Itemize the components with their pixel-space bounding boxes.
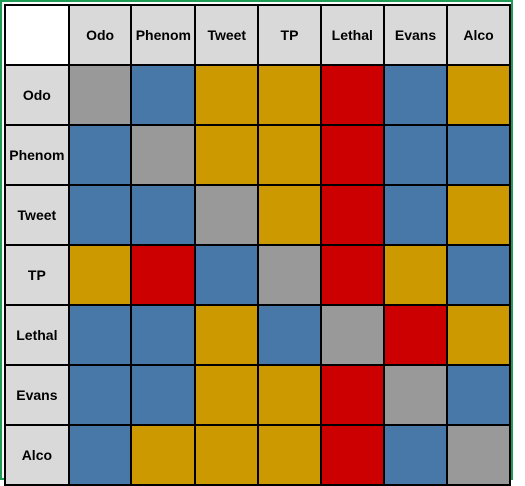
matrix-cell-red <box>382 304 449 366</box>
matrix-cell-gray <box>257 244 322 306</box>
matrix-cell-gold <box>257 184 322 246</box>
matrix-cell-gold <box>194 424 260 486</box>
matrix-cell-red <box>319 424 385 486</box>
matrix-cell-blue <box>382 424 449 486</box>
table-row: Lethal <box>4 304 511 366</box>
matrix-frame: Odo Phenom Tweet TP Lethal Evans Alco Od… <box>0 0 513 486</box>
column-header: Evans <box>382 4 449 66</box>
row-header: Evans <box>4 364 70 426</box>
table-row: Alco <box>4 424 511 486</box>
matrix-cell-blue <box>67 424 133 486</box>
matrix-cell-gold <box>194 124 260 186</box>
column-header: Alco <box>446 4 511 66</box>
matrix-cell-gold <box>257 124 322 186</box>
matrix-cell-blue <box>130 364 197 426</box>
matrix-cell-red <box>319 244 385 306</box>
row-header: Tweet <box>4 184 70 246</box>
matrix-cell-gold <box>257 64 322 126</box>
column-header: Phenom <box>130 4 197 66</box>
matrix-cell-gold <box>382 244 449 306</box>
row-header: Alco <box>4 424 70 486</box>
matrix-cell-gray <box>446 424 511 486</box>
matrix-cell-blue <box>67 364 133 426</box>
matrix-cell-gray <box>130 124 197 186</box>
matrix-cell-gold <box>194 364 260 426</box>
matrix-cell-blue <box>257 304 322 366</box>
row-header: Lethal <box>4 304 70 366</box>
matrix-cell-gold <box>130 424 197 486</box>
matrix-cell-blue <box>67 304 133 366</box>
matrix-cell-blue <box>382 124 449 186</box>
corner-cell <box>4 4 70 66</box>
column-header: Odo <box>67 4 133 66</box>
matrix-cell-blue <box>67 184 133 246</box>
table-row: Evans <box>4 364 511 426</box>
matrix-cell-red <box>130 244 197 306</box>
matrix-cell-gold <box>257 364 322 426</box>
matrix-cell-gray <box>382 364 449 426</box>
matrix-cell-gold <box>257 424 322 486</box>
matrix-cell-blue <box>446 364 511 426</box>
matrix-cell-gray <box>67 64 133 126</box>
matrix-cell-gold <box>67 244 133 306</box>
table-row: Phenom <box>4 124 511 186</box>
matrix-cell-gold <box>194 64 260 126</box>
row-header: Odo <box>4 64 70 126</box>
matrix-cell-gold <box>194 304 260 366</box>
row-header: TP <box>4 244 70 306</box>
table-row: TP <box>4 244 511 306</box>
matrix-cell-blue <box>67 124 133 186</box>
matrix-cell-blue <box>130 304 197 366</box>
matrix-cell-gold <box>446 184 511 246</box>
matrix-cell-gray <box>194 184 260 246</box>
matrix-cell-blue <box>382 64 449 126</box>
matrix-cell-red <box>319 184 385 246</box>
header-row: Odo Phenom Tweet TP Lethal Evans Alco <box>4 4 511 66</box>
matrix-cell-blue <box>130 64 197 126</box>
table-row: Odo <box>4 64 511 126</box>
matrix-cell-red <box>319 124 385 186</box>
matrix-cell-gold <box>446 304 511 366</box>
matrix-cell-gold <box>446 64 511 126</box>
matrix-cell-blue <box>130 184 197 246</box>
matrix-cell-red <box>319 364 385 426</box>
column-header: TP <box>257 4 322 66</box>
matrix-cell-blue <box>382 184 449 246</box>
matrix-cell-blue <box>446 124 511 186</box>
column-header: Lethal <box>319 4 385 66</box>
table-row: Tweet <box>4 184 511 246</box>
row-header: Phenom <box>4 124 70 186</box>
color-matrix-table: Odo Phenom Tweet TP Lethal Evans Alco Od… <box>4 4 511 486</box>
matrix-cell-blue <box>446 244 511 306</box>
matrix-cell-gray <box>319 304 385 366</box>
column-header: Tweet <box>194 4 260 66</box>
matrix-cell-red <box>319 64 385 126</box>
matrix-cell-blue <box>194 244 260 306</box>
